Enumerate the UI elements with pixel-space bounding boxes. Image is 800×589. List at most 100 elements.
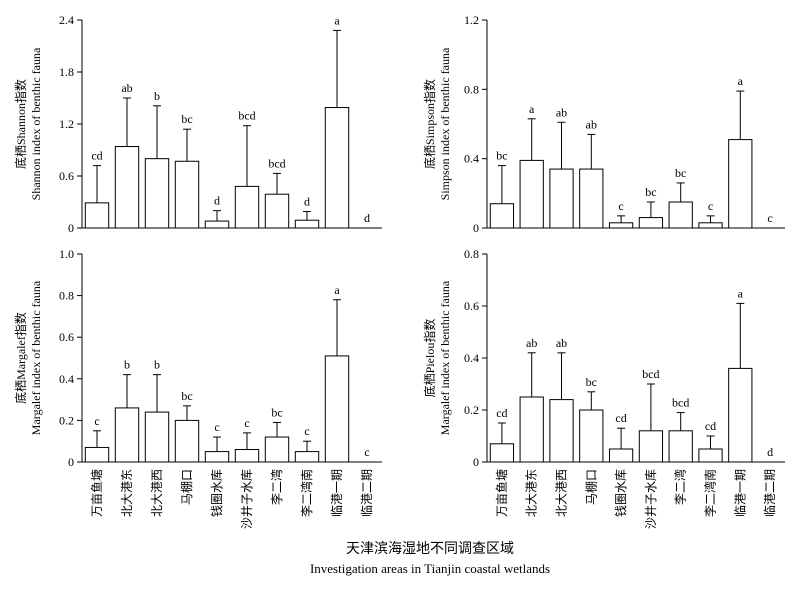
bar	[668, 201, 693, 229]
significance-letter: d	[364, 211, 370, 225]
y-axis-title-en: Shannon index of benthic fauna	[29, 47, 43, 200]
x-tick-label: 万亩鱼塘	[89, 469, 104, 517]
x-tick-label: 马棚口	[583, 469, 598, 505]
significance-letter: c	[244, 416, 249, 430]
y-tick-label: 0.2	[59, 413, 74, 427]
bar	[519, 396, 544, 463]
x-tick-label: 钱圈水库	[613, 469, 628, 517]
bar	[84, 446, 110, 463]
bar	[144, 411, 170, 463]
significance-letter: bcd	[238, 109, 255, 123]
significance-letter: a	[738, 74, 744, 88]
bar	[698, 448, 723, 463]
y-axis-title-cn: 底栖Margalef指数	[13, 312, 28, 404]
x-axis-title-en: Investigation areas in Tianjin coastal w…	[310, 561, 550, 576]
x-tick-label: 北大港东	[525, 469, 539, 517]
bar	[579, 168, 604, 229]
y-tick-label: 0	[473, 455, 479, 469]
significance-letter: a	[738, 286, 744, 300]
significance-letter: cd	[615, 411, 626, 425]
bar	[549, 399, 574, 463]
significance-letter: b	[154, 358, 160, 372]
bar	[264, 193, 290, 229]
significance-letter: ab	[121, 81, 132, 95]
x-tick-label: 北大港东	[120, 469, 134, 517]
bar	[608, 448, 634, 463]
y-axis-title-cn: 底栖Simpson指数	[422, 79, 437, 169]
bar	[324, 107, 350, 229]
significance-letter: a	[334, 13, 340, 27]
x-tick-label: 李二湾南	[299, 469, 314, 517]
y-axis-title-en: Margalef index of benthic fauna	[29, 280, 43, 435]
x-tick-label: 李二湾	[269, 469, 284, 505]
significance-letter: ab	[526, 336, 537, 350]
y-tick-label: 0.6	[59, 169, 74, 183]
significance-letter: bc	[586, 375, 597, 389]
y-tick-label: 0	[68, 221, 74, 235]
significance-letter: d	[304, 195, 310, 209]
significance-letter: ab	[556, 105, 567, 119]
y-tick-label: 0.6	[59, 330, 74, 344]
significance-letter: d	[767, 445, 773, 459]
y-tick-label: 0	[473, 221, 479, 235]
bar	[668, 430, 693, 463]
bar	[519, 159, 544, 229]
bar	[204, 451, 230, 463]
bar	[728, 367, 753, 463]
x-tick-label: 万亩鱼塘	[494, 469, 509, 517]
y-tick-label: 0.4	[464, 152, 479, 166]
chart-panel-2: 0 0.4 0.8 1.2 底栖Simpson指数 Simpson index of be…	[422, 13, 785, 235]
bar	[204, 220, 230, 229]
bar	[638, 217, 664, 229]
significance-letter: b	[154, 89, 160, 103]
bar	[234, 449, 260, 463]
bar	[264, 436, 290, 463]
y-axis-title-en: Simpson index of benthic fauna	[438, 47, 452, 200]
significance-letter: bcd	[268, 156, 285, 170]
bar	[489, 203, 515, 229]
significance-letter: bc	[496, 149, 507, 163]
bar	[114, 146, 140, 229]
y-axis-title-en: Margalef index of benthic fauna	[438, 280, 452, 435]
significance-letter: cd	[91, 149, 102, 163]
significance-letter: c	[767, 211, 772, 225]
y-axis-title-cn: 底栖Pielou指数	[422, 319, 437, 398]
y-tick-label: 0.4	[59, 372, 74, 386]
y-tick-label: 0.8	[464, 247, 479, 261]
x-tick-label: 临港一期	[330, 469, 344, 517]
significance-letter: bc	[181, 389, 192, 403]
x-tick-label: 钱圈水库	[209, 469, 224, 517]
significance-letter: ab	[586, 117, 597, 131]
chart-panel-3: 0 0.2 0.4 0.6 0.8 1.0 底栖Margalef指数 Margalef ind…	[13, 247, 382, 529]
bar	[324, 355, 350, 463]
y-axis-title-cn: 底栖Shannon指数	[13, 79, 28, 169]
y-tick-label: 0.6	[464, 299, 479, 313]
bar	[174, 160, 200, 229]
bar	[608, 222, 634, 229]
significance-letter: bcd	[642, 367, 659, 381]
significance-letter: c	[618, 199, 623, 213]
significance-letter: c	[214, 420, 219, 434]
bar	[638, 430, 664, 463]
y-tick-label: 1.2	[59, 117, 74, 131]
x-tick-label: 北大港西	[555, 469, 569, 517]
significance-letter: bc	[271, 405, 282, 419]
significance-letter: c	[304, 424, 309, 438]
significance-letter: bc	[675, 166, 686, 180]
significance-letter: cd	[705, 419, 716, 433]
bar	[234, 185, 260, 229]
x-tick-label: 北大港西	[150, 469, 164, 517]
bar	[144, 158, 170, 229]
x-tick-label: 沙井子水库	[239, 469, 254, 529]
bar	[728, 139, 753, 229]
y-tick-label: 0.8	[464, 82, 479, 96]
y-tick-label: 0.8	[59, 289, 74, 303]
x-axis-title-cn: 天津滨海湿地不同调查区域	[346, 541, 514, 557]
significance-letter: bc	[645, 185, 656, 199]
y-tick-label: 1.2	[464, 13, 479, 27]
bar	[489, 443, 515, 463]
significance-letter: a	[334, 283, 340, 297]
chart-panels: 0 0.6 1.2 1.8 2.4 底栖Shannon指数 Shannon index of…	[13, 13, 785, 529]
significance-letter: c	[364, 445, 369, 459]
